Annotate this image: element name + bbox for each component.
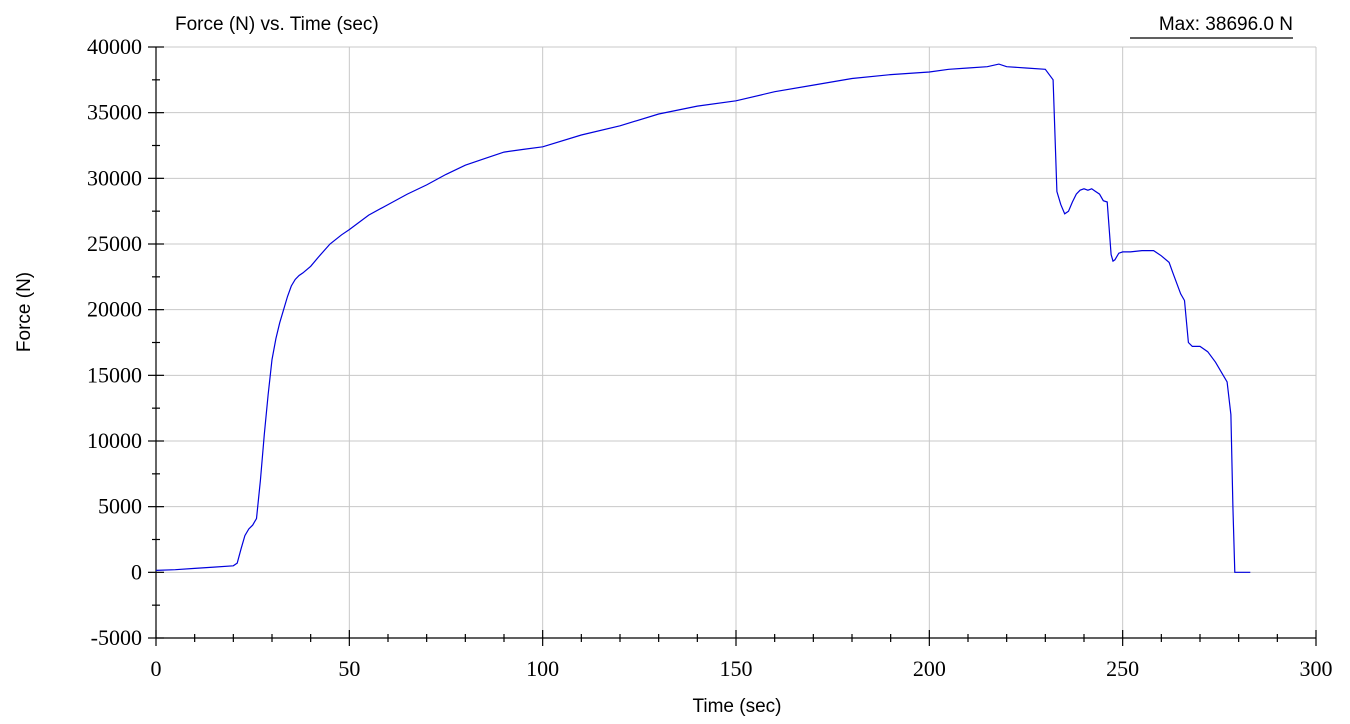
tick-labels: 0 50 100 150 200 250 300 -5000 0 5000 10000 15000 20… [87,34,1333,681]
y-tick-label: 0 [131,559,142,584]
x-tick-label: 50 [338,656,360,681]
x-tick-label: 0 [151,656,162,681]
y-axis-label: Force (N) [14,272,35,352]
max-annotation: Max: 38696.0 N [1159,14,1293,35]
chart-title: Force (N) vs. Time (sec) [175,14,379,35]
x-tick-label: 300 [1300,656,1333,681]
y-tick-label: 40000 [87,34,142,59]
x-tick-label: 150 [720,656,753,681]
force-series-line [155,63,1251,573]
y-tick-label: 25000 [87,231,142,256]
y-tick-label: 30000 [87,165,142,190]
gridlines [156,47,1316,638]
y-tick-label: -5000 [91,625,142,650]
ticks [148,46,1317,646]
x-tick-label: 200 [913,656,946,681]
y-tick-label: 15000 [87,362,142,387]
y-tick-label: 10000 [87,428,142,453]
y-tick-label: 35000 [87,100,142,125]
y-tick-label: 5000 [98,494,142,519]
x-axis-label: Time (sec) [692,696,781,717]
y-tick-label: 20000 [87,297,142,322]
x-tick-label: 100 [526,656,559,681]
x-tick-label: 250 [1106,656,1139,681]
